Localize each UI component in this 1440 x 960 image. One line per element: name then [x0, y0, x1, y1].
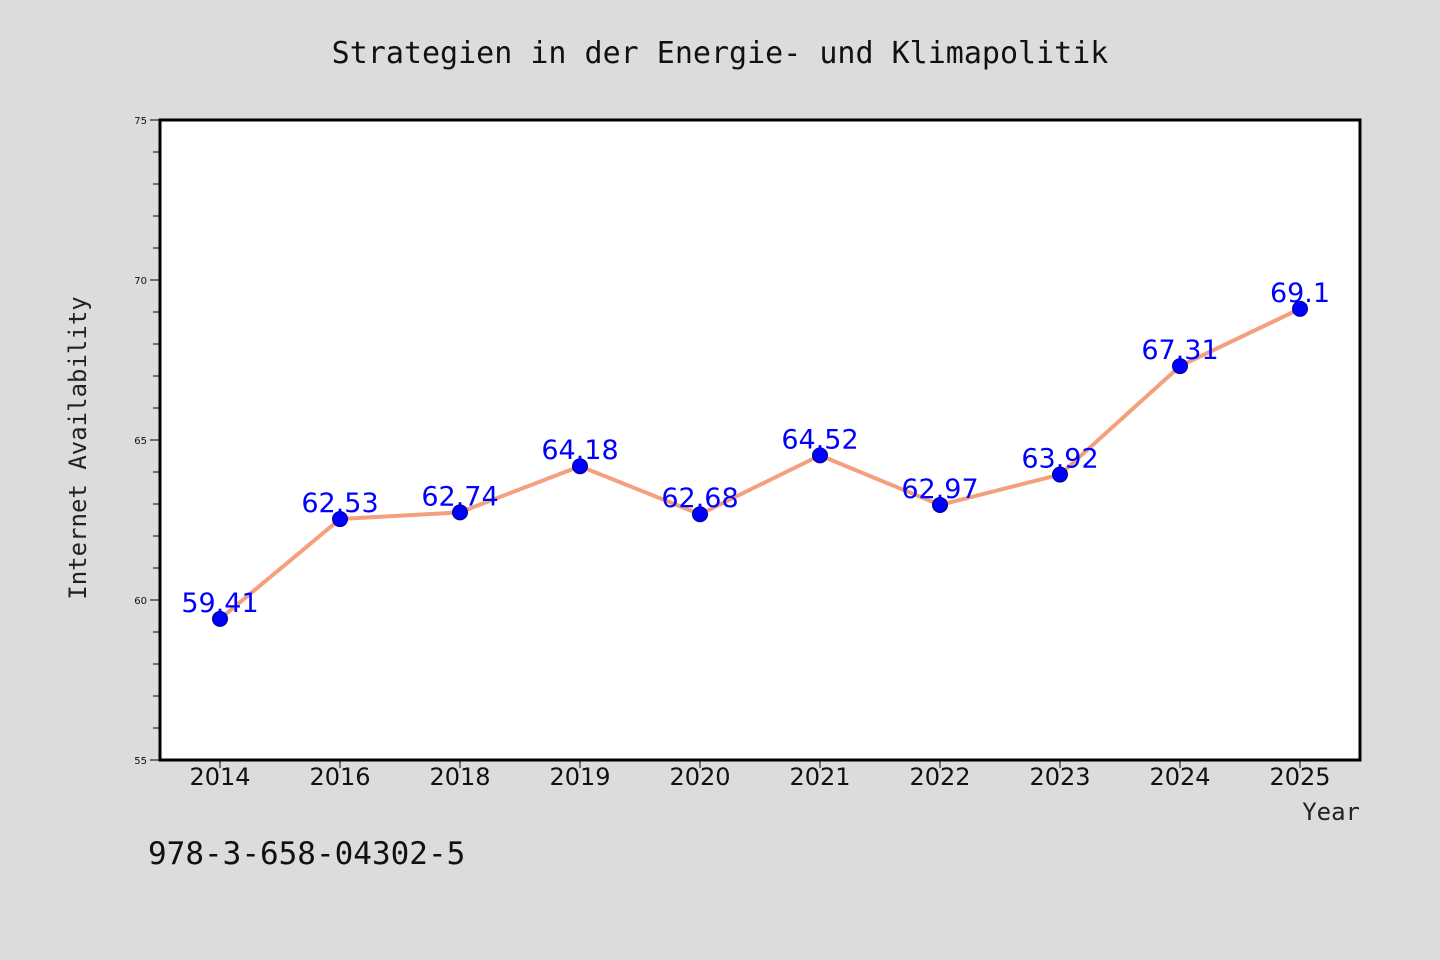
- data-label: 62.97: [901, 474, 978, 505]
- data-label: 59.41: [181, 588, 258, 619]
- x-tick-label: 2024: [1149, 763, 1210, 791]
- x-tick-label: 2014: [189, 763, 250, 791]
- y-axis-label: Internet Availability: [64, 296, 92, 599]
- data-point: [692, 506, 708, 523]
- data-label: 64.18: [541, 435, 618, 466]
- x-tick-label: 2023: [1029, 763, 1090, 791]
- chart-title: Strategien in der Energie- und Klimapoli…: [332, 36, 1109, 71]
- y-tick-label: 75: [134, 116, 147, 127]
- x-tick-label: 2019: [549, 763, 610, 791]
- data-label: 67.31: [1141, 335, 1218, 366]
- y-axis: 55 60 65 70 75: [134, 116, 160, 767]
- data-point: [452, 504, 468, 521]
- x-tick-label: 2020: [669, 763, 730, 791]
- data-label: 62.74: [421, 481, 498, 512]
- data-point: [932, 496, 948, 513]
- data-label: 69.1: [1270, 278, 1330, 309]
- plot-area: [158, 118, 1362, 762]
- data-point: [572, 458, 588, 475]
- y-tick-label: 60: [134, 596, 147, 607]
- data-point: [1292, 300, 1308, 317]
- data-point: [1172, 358, 1188, 375]
- data-label: 62.68: [661, 483, 738, 514]
- isbn-text: 978-3-658-04302-5: [148, 836, 465, 872]
- data-label: 62.53: [301, 488, 378, 519]
- data-point: [812, 447, 828, 464]
- x-tick-label: 2021: [789, 763, 850, 791]
- data-point: [1052, 466, 1068, 483]
- x-axis-label: Year: [1302, 798, 1360, 826]
- x-tick-label: 2018: [429, 763, 490, 791]
- x-axis: 2014 2016 2018 2019 2020 2021 2022 2023 2024 2025: [189, 760, 1331, 791]
- x-tick-label: 2022: [909, 763, 970, 791]
- y-tick-label: 65: [134, 436, 147, 447]
- data-label: 63.92: [1021, 444, 1098, 475]
- data-series: 59.41 62.53 62.74 64.18 62.68 64.52 62.97 63.92…: [181, 278, 1330, 627]
- series-line: [218, 306, 1302, 621]
- x-tick-label: 2016: [309, 763, 370, 791]
- data-point: [332, 511, 348, 528]
- x-tick-label: 2025: [1269, 763, 1330, 791]
- y-tick-label: 70: [134, 276, 147, 287]
- data-label: 64.52: [781, 424, 858, 455]
- y-tick-label: 55: [134, 756, 147, 767]
- data-point: [212, 610, 228, 627]
